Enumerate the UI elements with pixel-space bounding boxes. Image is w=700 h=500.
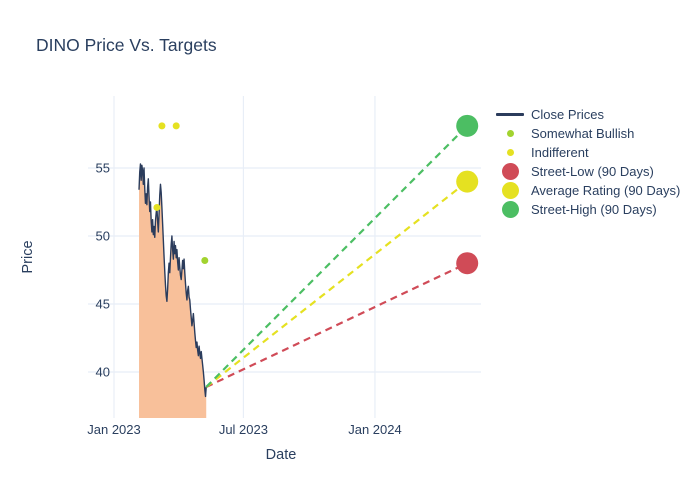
somewhat-bullish-rating-marker[interactable] [201, 256, 209, 264]
legend-label-street-low: Street-Low (90 Days) [531, 164, 654, 179]
y-tick-label: 40 [96, 365, 110, 380]
close-prices-line-swatch [496, 113, 524, 116]
indifferent-rating-marker[interactable] [158, 122, 166, 130]
legend-item-average-rating[interactable]: Average Rating (90 Days) [496, 181, 680, 200]
indifferent-dot-swatch [496, 149, 524, 156]
y-tick-label: 50 [96, 229, 110, 244]
street-low-90-days-marker[interactable] [456, 252, 479, 275]
legend-label-indifferent: Indifferent [531, 145, 589, 160]
street-low-circle-swatch [496, 163, 524, 180]
legend-item-close-prices[interactable]: Close Prices [496, 105, 680, 124]
x-tick-label: Jul 2023 [219, 422, 268, 437]
legend-item-street-high[interactable]: Street-High (90 Days) [496, 200, 680, 219]
street-low-90-days-projection-line [205, 262, 468, 388]
x-axis-title: Date [266, 447, 297, 463]
indifferent-rating-marker[interactable] [172, 122, 180, 130]
street-high-circle-swatch [496, 201, 524, 218]
legend-item-indifferent[interactable]: Indifferent [496, 143, 680, 162]
x-tick-label: Jan 2023 [87, 422, 141, 437]
x-tick-label: Jan 2024 [348, 422, 402, 437]
street-high-90-days-marker[interactable] [456, 114, 479, 137]
average-rating-90-days-projection-line [205, 180, 468, 388]
average-rating-90-days-marker[interactable] [456, 170, 479, 193]
street-high-90-days-projection-line [205, 125, 468, 388]
close-prices-line[interactable] [138, 163, 207, 398]
somewhat-bullish-dot-swatch [496, 130, 524, 137]
y-tick-label: 55 [96, 161, 110, 176]
legend-label-average-rating: Average Rating (90 Days) [531, 183, 681, 198]
indifferent-rating-marker[interactable] [153, 203, 161, 211]
chart-title: DINO Price Vs. Targets [36, 35, 217, 55]
y-axis-title: Price [20, 240, 36, 273]
legend-label-street-high: Street-High (90 Days) [531, 202, 657, 217]
average-rating-circle-swatch [496, 182, 524, 199]
legend-item-somewhat-bullish[interactable]: Somewhat Bullish [496, 124, 680, 143]
legend-label-somewhat-bullish: Somewhat Bullish [531, 126, 635, 141]
legend-item-street-low[interactable]: Street-Low (90 Days) [496, 162, 680, 181]
y-tick-label: 45 [96, 297, 110, 312]
legend-label-close-prices: Close Prices [531, 107, 604, 122]
legend: Close Prices Somewhat Bullish Indifferen… [496, 105, 680, 219]
